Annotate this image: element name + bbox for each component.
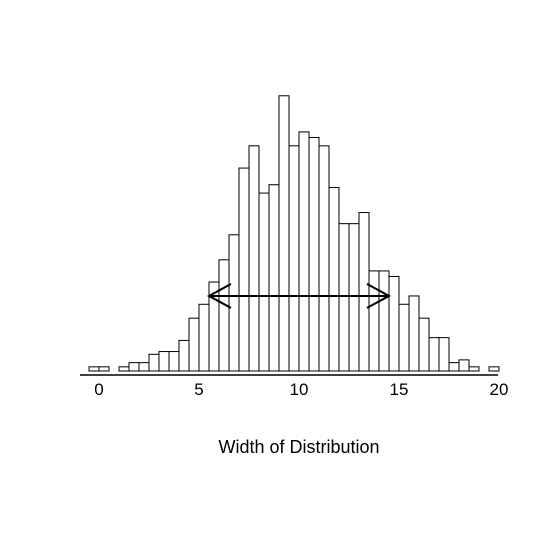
arrow-head-left [206, 283, 232, 309]
histogram-bar [378, 270, 390, 372]
arrow-head-right [366, 283, 392, 309]
histogram-bar [88, 366, 100, 372]
histogram-bar [218, 259, 230, 372]
histogram-bar [148, 353, 160, 372]
width-arrow [206, 283, 392, 309]
x-tick-label: 20 [490, 380, 509, 399]
histogram-bar [448, 362, 460, 372]
histogram-bar [338, 223, 350, 372]
histogram-bar [298, 131, 310, 372]
histogram-bar [418, 317, 430, 372]
histogram-bars [88, 95, 500, 372]
histogram-bar [388, 275, 400, 372]
histogram-bar [278, 95, 290, 372]
x-axis-ticks: 0 5 10 15 20 [94, 380, 508, 399]
histogram-bar [348, 223, 360, 372]
histogram-bar [248, 145, 260, 372]
x-tick-label: 5 [194, 380, 203, 399]
x-tick-label: 15 [390, 380, 409, 399]
x-tick-label: 0 [94, 380, 103, 399]
histogram-bar [228, 234, 240, 372]
histogram-bar [288, 145, 300, 372]
histogram-bar [318, 145, 330, 372]
histogram-bar [268, 184, 280, 372]
histogram-bar [408, 295, 420, 372]
histogram-bar [358, 212, 370, 372]
histogram-bar [428, 337, 440, 372]
histogram-bar [308, 136, 320, 372]
x-tick-label: 10 [290, 380, 309, 399]
histogram-bar [488, 366, 500, 372]
histogram-bar [138, 362, 150, 372]
histogram-bar [328, 187, 340, 372]
histogram-bar [458, 359, 470, 372]
histogram-bar [438, 337, 450, 372]
histogram-bar [258, 192, 270, 372]
histogram-bar [158, 351, 170, 372]
x-axis-title: Width of Distribution [218, 437, 379, 457]
histogram-bar [198, 303, 210, 372]
histogram-bar [128, 362, 140, 372]
histogram-bar [118, 366, 130, 372]
histogram-bar [398, 303, 410, 372]
histogram-bar [238, 167, 250, 372]
histogram-bar [188, 317, 200, 372]
histogram-bar [98, 366, 110, 372]
histogram-bar [178, 339, 190, 372]
histogram-bar [168, 351, 180, 372]
histogram-bar [468, 366, 480, 372]
